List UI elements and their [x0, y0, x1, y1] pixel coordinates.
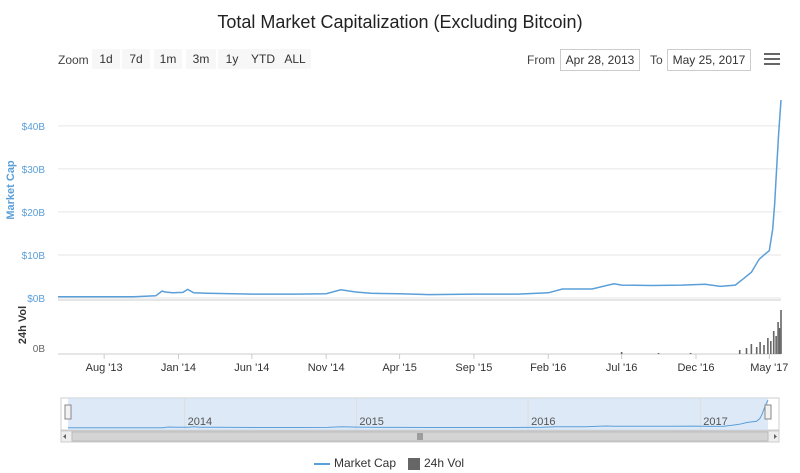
y-tick-volume: 0B — [33, 344, 46, 355]
zoom-all-button[interactable]: ALL — [279, 49, 311, 69]
chart-title: Total Market Capitalization (Excluding B… — [217, 12, 583, 32]
volume-bar — [767, 338, 769, 354]
hamburger-menu-icon[interactable] — [764, 53, 780, 65]
legend-label-24h-vol: 24h Vol — [424, 456, 465, 470]
x-tick-label: Jun '14 — [234, 362, 269, 374]
volume-bar — [738, 350, 741, 354]
x-tick-label: Sep '15 — [455, 362, 492, 374]
y-tick-label: $20B — [22, 208, 46, 219]
legend-label-market-cap: Market Cap — [334, 456, 397, 470]
navigator-tick-label: 2014 — [188, 416, 212, 428]
grip-icon[interactable] — [417, 433, 423, 440]
volume-bars — [620, 310, 782, 354]
y-axis-label-market-cap: Market Cap — [5, 160, 17, 220]
navigator-series — [68, 399, 769, 429]
legend-market-cap[interactable]: Market Cap — [314, 456, 396, 470]
x-tick-label: Aug '13 — [86, 362, 123, 374]
x-tick-label: Jul '16 — [606, 362, 637, 374]
navigator-right-handle[interactable] — [764, 404, 772, 420]
volume-bar — [769, 341, 772, 354]
navigator-tick-label: 2015 — [359, 416, 383, 428]
x-tick-label: Apr '15 — [382, 362, 417, 374]
y-axis-ticks-main: $0B $10B $20B $30B $40B — [22, 122, 46, 305]
to-label: To — [650, 53, 663, 67]
volume-bar — [780, 310, 782, 354]
navigator-tick-label: 2017 — [703, 416, 727, 428]
x-axis-ticks: Aug '13 Jan '14 Jun '14 Nov '14 Apr '15 Sep '… — [86, 354, 788, 374]
grid-lines — [58, 125, 781, 355]
volume-bar — [775, 336, 777, 354]
x-tick-label: Dec '16 — [677, 362, 714, 374]
legend-line-icon — [314, 462, 330, 465]
arrow-right-icon[interactable] — [774, 434, 777, 439]
market-cap-line — [58, 99, 782, 298]
volume-bar — [657, 353, 660, 354]
volume-bar — [755, 347, 758, 354]
volume-bar — [763, 345, 765, 354]
market-cap-series — [58, 99, 782, 298]
volume-bar — [750, 344, 753, 354]
navigator-left-handle[interactable] — [64, 404, 72, 420]
volume-bar — [620, 352, 623, 354]
volume-bar — [777, 322, 779, 354]
zoom-1y-button[interactable]: 1y — [218, 49, 246, 69]
zoom-3m-button[interactable]: 3m — [186, 49, 216, 69]
from-date-input[interactable]: Apr 28, 2013 — [560, 49, 640, 71]
zoom-label: Zoom — [58, 53, 89, 67]
y-tick-label: $10B — [22, 251, 46, 262]
x-tick-label: Feb '16 — [530, 362, 566, 374]
navigator-tick-label: 2016 — [531, 416, 555, 428]
y-tick-label: $30B — [22, 165, 46, 176]
from-label: From — [527, 53, 555, 67]
navigator-ticks: 2014 2015 2016 2017 — [184, 398, 728, 430]
zoom-1m-button[interactable]: 1m — [154, 49, 182, 69]
navigator-selection[interactable] — [68, 398, 768, 430]
legend-24h-vol[interactable]: 24h Vol — [408, 456, 464, 470]
volume-bar — [778, 328, 781, 354]
x-tick-label: Nov '14 — [308, 362, 345, 374]
volume-bar — [745, 348, 748, 354]
volume-bar — [759, 342, 761, 354]
zoom-ytd-button[interactable]: YTD — [246, 49, 280, 69]
y-axis-label-24h-vol: 24h Vol — [17, 306, 29, 344]
navigator-line — [68, 399, 769, 429]
zoom-1d-button[interactable]: 1d — [92, 49, 120, 69]
y-tick-label: $0B — [27, 294, 45, 305]
legend-box-icon — [408, 457, 420, 470]
arrow-left-icon[interactable] — [63, 434, 66, 439]
volume-bar — [772, 331, 775, 354]
to-date-input[interactable]: May 25, 2017 — [667, 49, 751, 71]
volume-bar — [689, 353, 692, 354]
zoom-7d-button[interactable]: 7d — [122, 49, 150, 69]
x-tick-label: May '17 — [750, 362, 788, 374]
y-tick-label: $40B — [22, 122, 46, 133]
x-tick-label: Jan '14 — [161, 362, 196, 374]
